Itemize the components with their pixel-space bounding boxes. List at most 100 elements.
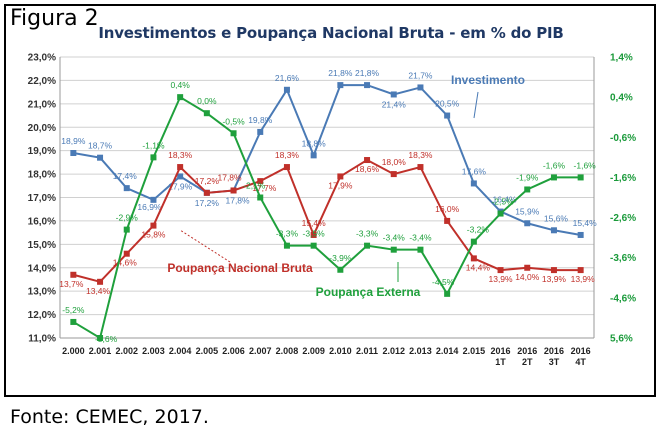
poupan-a-nacional-bruta-series-name: Poupança Nacional Bruta [167, 261, 313, 275]
poupan-a-nacional-bruta-point [203, 189, 210, 196]
poupan-a-nacional-bruta-data-label: 15,8% [141, 230, 166, 240]
poupan-a-externa-point [364, 242, 371, 249]
poupan-a-nacional-bruta-data-label: 13,7% [59, 279, 84, 289]
investimento-line [73, 84, 581, 236]
right-tick-label: 5,6% [610, 334, 633, 345]
right-tick-label: -2,6% [610, 213, 636, 224]
left-tick-label: 22,0% [28, 76, 56, 87]
poupan-a-externa-data-label: -2,9% [116, 213, 139, 223]
x-tick-label: 2.012 [382, 346, 405, 356]
investimento-data-label: 21,4% [382, 99, 407, 109]
x-tick-label: 2.013 [409, 346, 432, 356]
poupan-a-externa-point [577, 174, 584, 181]
x-tick-label: 2016 [517, 346, 537, 356]
poupan-a-externa-data-label: -5,6% [95, 334, 118, 344]
x-tick-label: 3T [549, 357, 560, 367]
x-tick-label: 2.004 [169, 346, 192, 356]
investimento-data-label: 15,9% [515, 206, 540, 216]
poupan-a-externa-data-label: -1,6% [574, 160, 597, 170]
poupan-a-externa-point [70, 318, 77, 325]
poupan-a-nacional-bruta-data-label: 14,4% [466, 262, 491, 272]
poupan-a-externa-data-label: -3,9% [329, 253, 352, 263]
poupan-a-nacional-bruta-data-label: 13,9% [542, 274, 567, 284]
investimento-point [150, 196, 157, 203]
poupan-a-nacional-bruta-point [310, 231, 317, 238]
x-tick-label: 2.002 [115, 346, 138, 356]
x-tick-label: 2.010 [329, 346, 352, 356]
poupan-a-externa-point [390, 246, 397, 253]
x-tick-label: 1T [495, 357, 506, 367]
poupan-a-externa-point [417, 246, 424, 253]
investimento-data-label: 18,8% [302, 138, 327, 148]
poupan-a-externa-point [524, 186, 531, 193]
investimento-point [177, 173, 184, 180]
poupan-a-nacional-bruta-data-label: 18,0% [382, 157, 407, 167]
poupan-a-nacional-bruta-data-label: 17,2% [195, 176, 220, 186]
poupan-a-nacional-bruta-point [230, 187, 237, 194]
x-tick-label: 2016 [571, 346, 591, 356]
poupan-a-externa-point [497, 210, 504, 217]
investimento-data-label: 18,7% [88, 141, 113, 151]
x-tick-label: 2.000 [62, 346, 85, 356]
x-tick-label: 2.001 [89, 346, 112, 356]
investimento-data-label: 17,4% [113, 171, 138, 181]
left-tick-label: 20,0% [28, 123, 56, 134]
x-tick-label: 2.015 [463, 346, 486, 356]
x-tick-label: 2.009 [302, 346, 325, 356]
left-tick-label: 16,0% [28, 216, 56, 227]
investimento-data-label: 21,6% [275, 73, 300, 83]
poupan-a-nacional-bruta-point [70, 271, 77, 278]
poupan-a-nacional-bruta-point [444, 217, 451, 224]
x-tick-label: 2.003 [142, 346, 165, 356]
poupan-a-externa-point [257, 194, 264, 201]
investimento-data-label: 21,8% [355, 68, 380, 78]
poupan-a-nacional-bruta-data-label: 18,3% [275, 150, 300, 160]
investimento-data-label: 15,6% [544, 213, 569, 223]
investimento-pointer [473, 91, 479, 119]
poupan-a-externa-data-label: -4,5% [432, 277, 455, 287]
poupan-a-externa-point [283, 242, 290, 249]
investimento-data-label: 20,5% [435, 99, 460, 109]
poupan-a-nacional-bruta-data-label: 17,7% [252, 183, 277, 193]
poupan-a-externa-data-label: -3,3% [276, 229, 299, 239]
poupan-a-nacional-bruta-data-label: 18,3% [168, 150, 193, 160]
poupan-a-externa-point [230, 130, 237, 137]
poupan-a-externa-point [310, 242, 317, 249]
poupan-a-nacional-bruta-line [73, 158, 581, 283]
right-tick-label: -3,6% [610, 253, 636, 264]
poupan-a-externa-data-label: -1,6% [543, 160, 566, 170]
poupan-a-externa-data-label: -1,1% [142, 140, 165, 150]
poupan-a-externa-point [97, 335, 104, 341]
poupan-a-externa-point [470, 238, 477, 245]
investimento-point [257, 128, 264, 135]
investimento-data-label: 21,7% [408, 70, 433, 80]
poupan-a-externa-series-name: Poupança Externa [316, 285, 421, 299]
investimento-point [70, 150, 77, 157]
poupan-a-externa-data-label: -3,4% [409, 233, 432, 243]
investimento-data-label: 17,2% [195, 198, 220, 208]
poupan-a-nacional-bruta-point [417, 164, 424, 171]
left-tick-label: 13,0% [28, 287, 56, 298]
poupan-a-externa-data-label: -3,4% [383, 233, 406, 243]
poupan-a-externa-line [72, 95, 581, 340]
right-tick-label: -0,6% [610, 133, 636, 144]
x-tick-label: 2.011 [356, 346, 378, 356]
investimento-point [123, 185, 130, 192]
poupan-a-nacional-bruta-point [283, 164, 290, 171]
x-tick-label: 2.008 [276, 346, 299, 356]
investimento-data-label: 15,4% [573, 218, 598, 228]
x-tick-label: 2016 [544, 346, 564, 356]
chart-title: Investimentos e Poupança Nacional Bruta … [98, 24, 564, 42]
investimento-data-label: 16,9% [137, 202, 162, 212]
investimento-point [470, 180, 477, 187]
poupan-a-externa-point [337, 266, 344, 273]
poupan-a-externa-point [203, 110, 210, 117]
left-tick-label: 17,0% [28, 193, 56, 204]
poupan-a-externa-point [550, 174, 557, 181]
investimento-point [577, 231, 584, 238]
poupan-a-nacional-bruta-data-label: 18,3% [408, 150, 433, 160]
investimento-data-label: 18,9% [61, 136, 86, 146]
investimento-point [310, 152, 317, 159]
investimento-data-label: 19,8% [248, 115, 273, 125]
